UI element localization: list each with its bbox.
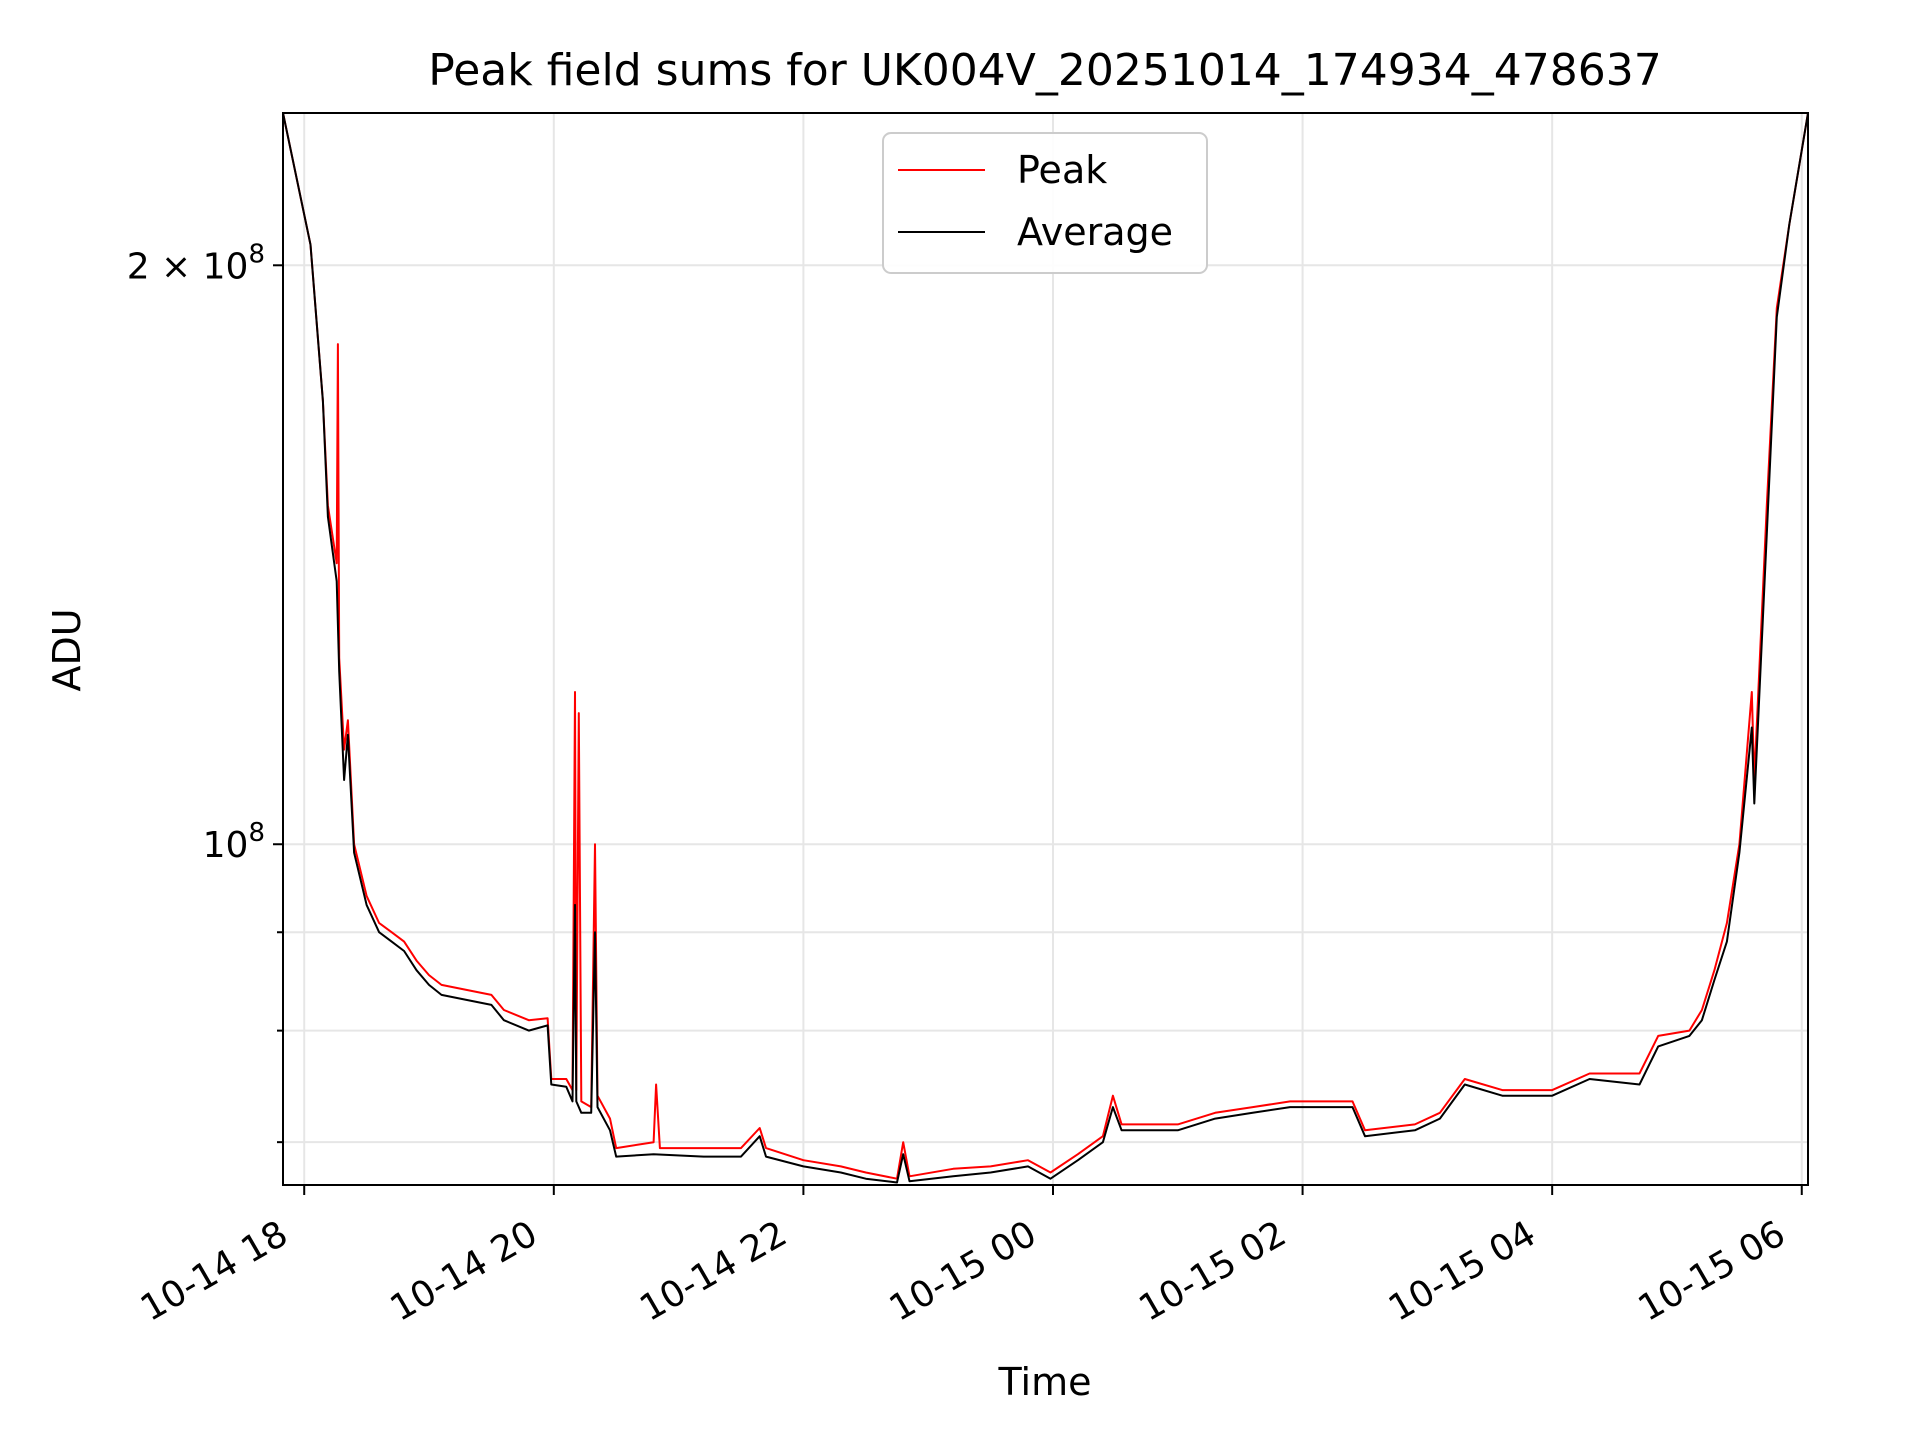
y-axis-label: ADU — [45, 608, 89, 691]
legend-label-peak: Peak — [1017, 148, 1107, 192]
series-line-average — [282, 112, 1809, 1184]
x-axis-label: Time — [998, 1360, 1092, 1404]
grid — [283, 113, 1808, 1185]
y-tick-label-exponent: 8 — [248, 239, 265, 269]
y-tick-label-exponent: 8 — [248, 818, 265, 848]
legend-label-average: Average — [1017, 210, 1173, 254]
series-layer — [282, 112, 1809, 1184]
y-tick-label: 2 × 108 — [127, 239, 265, 287]
legend: Peak Average — [882, 132, 1208, 274]
chart-title: Peak field sums for UK004V_20251014_1749… — [428, 45, 1661, 96]
series-line-peak — [282, 112, 1809, 1180]
y-tick-label: 108 — [203, 818, 265, 866]
legend-box — [882, 132, 1208, 274]
y-tick-label-base: 2 × 10 — [127, 246, 249, 287]
plot-frame — [282, 112, 1809, 1186]
y-tick-label-base: 10 — [203, 825, 249, 866]
